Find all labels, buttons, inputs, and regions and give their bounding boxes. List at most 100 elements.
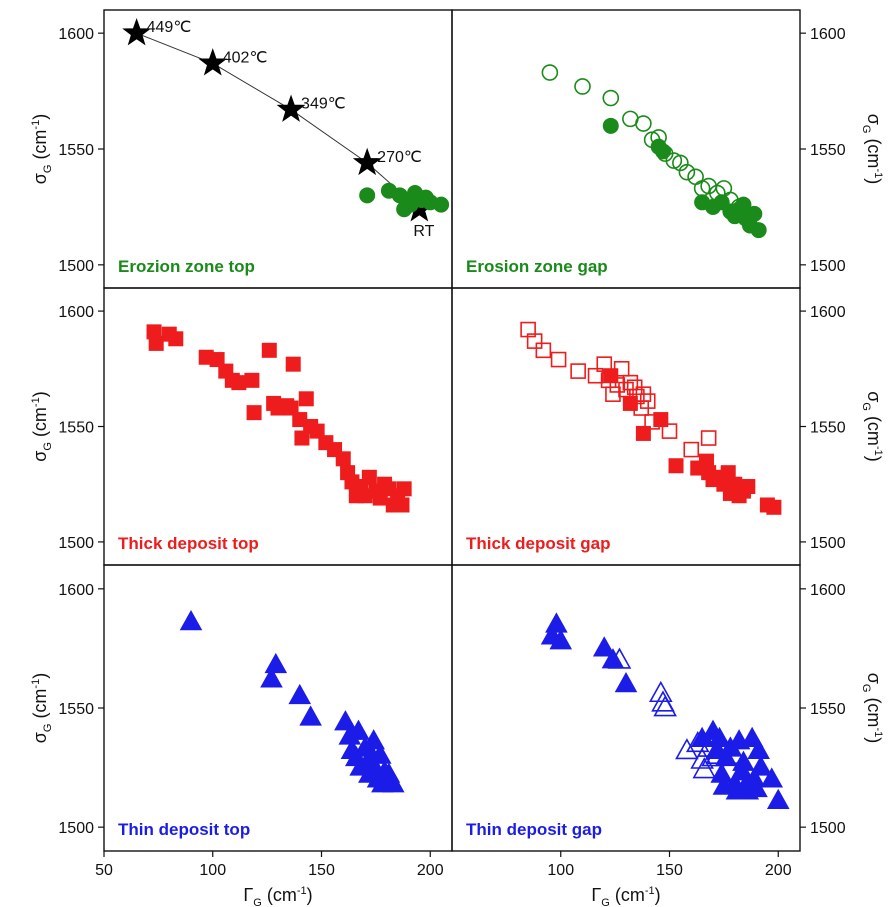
- star-point: [122, 18, 152, 46]
- temperature-label: 270℃: [377, 149, 422, 166]
- circle-point: [574, 78, 591, 95]
- axis-subscript: G: [42, 442, 54, 451]
- panel-plot-area: [520, 321, 782, 515]
- triangle-point: [747, 738, 770, 759]
- square-point: [396, 481, 412, 497]
- square-point: [209, 352, 225, 368]
- panel-plot-area: [122, 18, 450, 222]
- panel-plot-area: [540, 612, 790, 810]
- panel-frame: [451, 9, 801, 289]
- temperature-trend-line: [136, 32, 420, 210]
- star-point: [352, 147, 382, 176]
- axis-unit: (cm: [864, 692, 884, 727]
- square-point: [622, 395, 638, 411]
- square-point: [605, 386, 621, 402]
- y-tick-label: 1500: [810, 820, 846, 837]
- square-point: [639, 393, 656, 409]
- triangle-point: [705, 742, 730, 765]
- square-point: [231, 375, 247, 391]
- temperature-label: 449℃: [147, 19, 192, 36]
- y-tick-label: 1550: [58, 420, 94, 437]
- square-point: [246, 405, 262, 421]
- axis-close: ): [30, 391, 50, 397]
- axis-subscript: G: [860, 402, 872, 411]
- square-point: [285, 356, 301, 372]
- axis-symbol: σ: [30, 173, 50, 184]
- y-tick-label: 1500: [58, 820, 94, 837]
- panel-6: Thin deposit gap 1500 1550 1600 100 150 200 σG …: [451, 564, 884, 907]
- square-point: [570, 363, 586, 379]
- axis-symbol: σ: [864, 673, 884, 684]
- axis-superscript: -1: [30, 679, 42, 689]
- panel-plot-area: [179, 610, 405, 793]
- x-tick-label: 100: [547, 862, 574, 879]
- axis-superscript: -1: [872, 446, 884, 456]
- y-tick-label: 1600: [58, 582, 94, 599]
- square-point: [394, 497, 410, 513]
- axis-close: ): [864, 178, 884, 184]
- y-tick-label: 1600: [810, 582, 846, 599]
- square-point: [526, 333, 543, 349]
- triangle-point: [368, 743, 392, 764]
- y-tick-label: 1600: [58, 26, 94, 43]
- circle-point: [746, 205, 763, 222]
- square-point: [261, 342, 277, 358]
- square-point: [683, 441, 700, 458]
- y-tick-label: 1600: [810, 304, 846, 321]
- circle-point: [433, 196, 450, 213]
- panel-plot-area: [146, 324, 412, 513]
- axis-subscript: G: [860, 684, 872, 693]
- axis-symbol: Γ: [591, 885, 601, 905]
- triangle-point: [722, 742, 747, 765]
- square-point: [603, 368, 619, 384]
- panel-title: Thick deposit top: [118, 534, 259, 553]
- x-axis-title: ΓG (cm-1): [591, 885, 660, 907]
- y-tick-label: 1600: [810, 26, 846, 43]
- triangle-point: [179, 610, 203, 631]
- axis-close: ): [30, 673, 50, 679]
- triangle-point: [614, 671, 638, 693]
- triangle-point: [685, 730, 710, 753]
- triangle-point: [708, 726, 731, 748]
- panel-title: Thin deposit top: [118, 820, 250, 839]
- triangle-point: [347, 719, 370, 740]
- axis-close: ): [864, 456, 884, 462]
- circle-point: [750, 222, 767, 239]
- axis-superscript: -1: [645, 885, 655, 897]
- triangle-point: [362, 729, 385, 750]
- y-tick-label: 1550: [810, 701, 846, 718]
- square-point: [700, 430, 717, 446]
- star-point: [198, 48, 228, 76]
- axis-superscript: -1: [297, 885, 307, 897]
- square-point: [361, 469, 377, 485]
- axis-subscript: G: [42, 724, 54, 733]
- triangle-point: [288, 683, 312, 705]
- square-point: [168, 331, 184, 347]
- triangle-point: [648, 680, 673, 703]
- circle-point: [359, 187, 376, 204]
- circle-point: [541, 64, 559, 81]
- axis-unit: (cm: [30, 689, 50, 724]
- y-axis-title-left: σG (cm-1): [30, 673, 54, 743]
- axis-close: ): [655, 885, 661, 905]
- panel-1: 449℃ 402℃ 349℃ 270℃ RT Erozion zone top 1500 15…: [30, 9, 453, 289]
- square-point: [309, 423, 325, 439]
- axis-unit: (cm: [30, 130, 50, 165]
- circle-point: [417, 189, 434, 206]
- panel-title: Erosion zone gap: [466, 257, 608, 276]
- x-tick-label: 50: [95, 862, 113, 879]
- square-point: [766, 499, 782, 515]
- temperature-label: 349℃: [301, 96, 346, 113]
- square-point: [335, 451, 351, 467]
- axis-superscript: -1: [872, 168, 884, 178]
- star-point: [276, 94, 306, 122]
- axis-unit: (cm: [864, 411, 884, 446]
- y-tick-label: 1500: [810, 535, 846, 552]
- panels-layer: 449℃ 402℃ 349℃ 270℃ RT Erozion zone top 1500 15…: [30, 9, 884, 907]
- axis-close: ): [307, 885, 313, 905]
- square-point: [535, 342, 552, 359]
- triangle-point: [749, 755, 773, 776]
- triangle-point: [675, 738, 699, 760]
- y-tick-label: 1500: [58, 258, 94, 275]
- x-tick-label: 200: [765, 862, 792, 879]
